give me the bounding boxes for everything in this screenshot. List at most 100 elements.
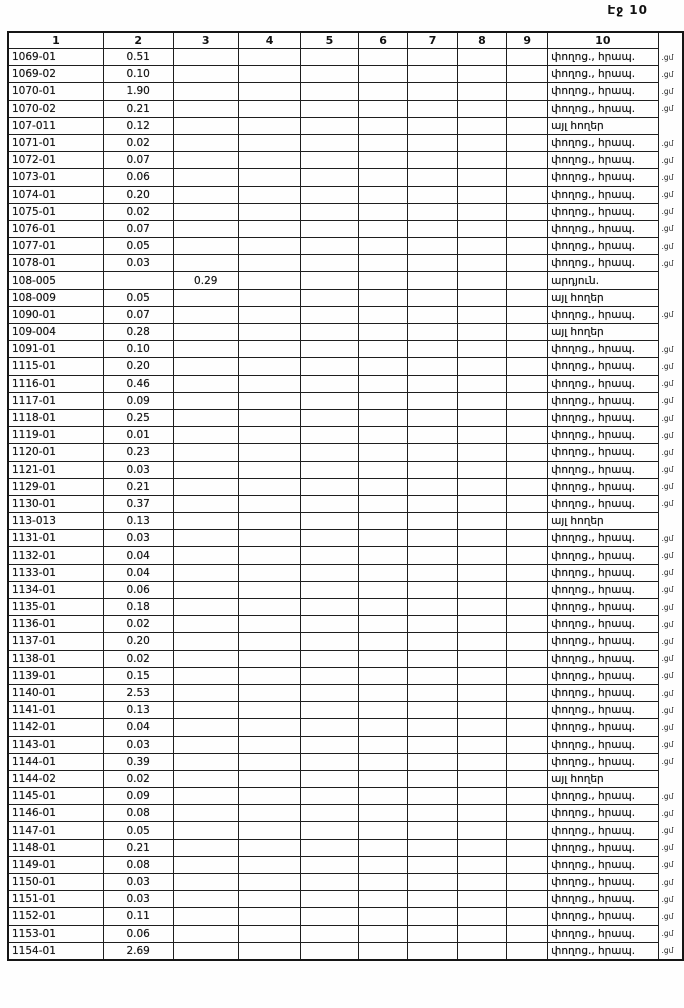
cell-empty [407,580,458,600]
cell-empty [300,529,359,548]
cell-empty [237,735,302,754]
cell-empty [300,855,359,875]
table-row: 1129-01 0.21 փողոց., հրապ. .ցմ [7,477,683,496]
cell-empty [407,391,458,410]
cut-off-text-fragment: .ցմ [661,533,674,543]
cell-empty [237,202,302,221]
cell-empty [407,219,458,239]
cut-off-text-fragment: .ցմ [661,619,674,629]
cell-land-use: արդյուն. [547,271,659,290]
cell-area: 0.12 [102,116,174,135]
cell-empty [456,494,508,514]
cell-empty [456,597,508,617]
cut-off-text-fragment: .ցմ [661,69,674,79]
cell-area: 0.08 [102,855,174,875]
cell-empty [407,701,458,720]
cell-empty [506,666,549,685]
cell-parcel-code: 1143-01 [7,735,104,754]
cell-land-use: փողոց., հրապ. [547,563,659,582]
cell-land-use: փողոց., հրապ. [547,340,659,359]
table-row: 1070-01 1.90 փողոց., հրապ. .ցմ [7,82,683,101]
cell-empty [300,408,359,428]
table-row: 1117-01 0.09 փողոց., հրապ. .ցմ [7,391,683,410]
cell-area: 0.02 [102,769,174,789]
cell-parcel-code: 108-005 [7,271,104,290]
cell-empty [456,237,508,256]
cell-parcel-code: 1147-01 [7,821,104,840]
cell-land-use: փողոց., հրապ. [547,855,659,875]
cut-off-text-fragment: .ցմ [661,155,674,165]
cell-area: 0.06 [102,168,174,187]
cell-empty [357,443,409,462]
cut-off-text-fragment: .ցմ [661,551,674,561]
cell-empty [357,666,409,685]
cell-empty [506,529,549,548]
cell-empty [357,787,409,806]
cell-area-col3 [172,426,239,445]
cell-land-use: փողոց., հրապ. [547,529,659,548]
cell-empty [407,752,458,771]
cell-empty [300,185,359,204]
cut-off-text-fragment: .ցմ [661,688,674,698]
cell-empty [237,82,302,101]
cell-empty [300,426,359,445]
cell-empty [456,804,508,823]
cell-area-col3 [172,116,239,135]
cell-empty [237,804,302,823]
cell-empty [407,890,458,909]
cell-empty [407,82,458,101]
cut-off-text-fragment: .ցմ [661,207,674,217]
cell-land-use: փողոց., հրապ. [547,133,659,153]
cell-empty [456,133,508,153]
cell-empty [506,391,549,410]
cell-empty [506,941,549,961]
cell-empty [407,632,458,651]
cell-empty [237,237,302,256]
cell-area: 0.13 [102,512,174,531]
cell-area-col3 [172,340,239,359]
cell-empty [456,752,508,771]
table-row: 1144-01 0.39 փողոց., հրապ. .ցմ [7,752,683,771]
cell-parcel-code: 1138-01 [7,649,104,668]
cell-empty [300,219,359,239]
cut-off-text-fragment: .ցմ [661,757,674,767]
cell-empty [237,254,302,273]
cell-empty [357,82,409,101]
cell-area-col3 [172,460,239,479]
cell-empty [456,116,508,135]
cell-land-use: փողոց., հրապ. [547,683,659,703]
cell-empty [407,529,458,548]
cell-area-col3: 0.29 [172,271,239,290]
cell-empty [407,735,458,754]
cell-empty [506,288,549,307]
cell-empty [300,769,359,789]
cell-empty [506,649,549,668]
cell-empty [407,271,458,290]
cell-empty [357,237,409,256]
cell-empty [407,615,458,634]
cell-area: 0.15 [102,666,174,685]
cell-empty [456,718,508,737]
cell-land-use: փողոց., հրապ. [547,838,659,857]
cell-empty [407,941,458,961]
cell-empty [456,426,508,445]
cell-land-use: փողոց., հրապ. [547,787,659,806]
cell-empty [506,305,549,325]
table-row: 1077-01 0.05 փողոց., հրապ. .ցմ [7,237,683,256]
cut-off-text-fragment: .ցմ [661,860,674,870]
cell-land-use: փողոց., հրապ. [547,443,659,462]
table-row: 1146-01 0.08 փողոց., հրապ. .ցմ [7,804,683,823]
cell-area: 0.25 [102,408,174,428]
cell-parcel-code: 1118-01 [7,408,104,428]
cell-empty [506,615,549,634]
cell-empty [300,477,359,496]
cell-empty [357,288,409,307]
cell-empty [237,271,302,290]
cell-area-col3 [172,288,239,307]
cut-off-text-fragment [658,117,683,134]
cell-land-use: փողոց., հրապ. [547,872,659,892]
cell-area: 2.69 [102,941,174,961]
cell-area: 0.46 [102,374,174,393]
cell-empty [237,666,302,685]
table-row: 1134-01 0.06 փողոց., հրապ. .ցմ [7,580,683,600]
